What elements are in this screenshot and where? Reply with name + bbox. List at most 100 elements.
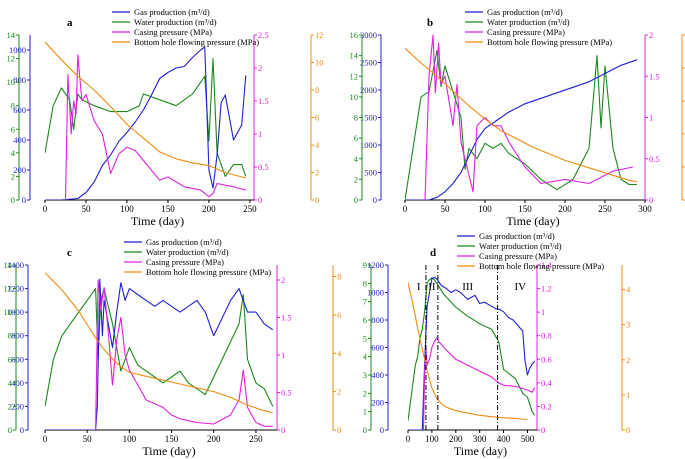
series-line-gas — [408, 276, 536, 430]
tick-label-gas: 1000 — [367, 288, 384, 298]
tick-label-gas: 2000 — [360, 85, 377, 95]
series-line-gas — [45, 46, 247, 200]
tick-label-casing: 0.5 — [258, 162, 269, 172]
tick-label-water: 0 — [363, 425, 367, 435]
series-line-casing — [64, 54, 246, 200]
tick-label-x: 100 — [478, 204, 492, 214]
tick-label-bhfp: 12 — [315, 30, 324, 40]
tick-label-casing: 1 — [258, 129, 262, 139]
x-axis-label: Time (day) — [506, 214, 559, 228]
tick-label-water: 0 — [11, 195, 15, 205]
legend-label-bhfp: Bottom hole flowing pressure (MPa) — [487, 37, 612, 47]
tick-label-casing: 2 — [258, 63, 262, 73]
tick-label-bhfp: 2 — [337, 387, 341, 397]
legend-label-casing: Casing pressure (MPa) — [487, 27, 565, 37]
tick-label-x: 250 — [598, 204, 612, 214]
tick-label-gas: 1000 — [360, 140, 377, 150]
tick-label-gas: 200 — [371, 398, 384, 408]
tick-label-bhfp: 10 — [315, 58, 324, 68]
tick-label-water: 10 — [350, 92, 359, 102]
tick-label-casing: 1.5 — [649, 71, 660, 81]
tick-label-casing: 0 — [258, 195, 262, 205]
tick-label-water: 12 — [7, 54, 16, 64]
tick-label-x: 200 — [202, 204, 216, 214]
tick-label-casing: 0 — [541, 425, 545, 435]
series-line-casing — [95, 279, 273, 430]
tick-label-water: 2 — [363, 388, 367, 398]
tick-label-casing: 0.6 — [541, 354, 552, 364]
tick-label-x: 100 — [120, 204, 134, 214]
tick-label-bhfp: 4 — [337, 348, 342, 358]
tick-label-casing: 0.5 — [649, 154, 660, 164]
tick-label-x: 250 — [243, 204, 257, 214]
tick-label-water: 4 — [11, 148, 16, 158]
tick-label-water: 8 — [11, 101, 15, 111]
tick-label-x: 400 — [497, 434, 511, 444]
tick-label-gas: 800 — [11, 331, 24, 341]
tick-label-water: 10 — [4, 307, 13, 317]
tick-label-x: 0 — [43, 204, 48, 214]
tick-label-bhfp: 6 — [315, 113, 319, 123]
tick-label-gas: 3000 — [360, 30, 377, 40]
tick-label-water: 12 — [4, 284, 13, 294]
tick-label-gas: 1500 — [360, 113, 377, 123]
panel-label: d — [430, 247, 436, 259]
tick-label-x: 300 — [473, 434, 487, 444]
tick-label-casing: 0 — [649, 195, 653, 205]
tick-label-water: 4 — [8, 378, 13, 388]
tick-label-water: 6 — [363, 315, 367, 325]
tick-label-water: 10 — [7, 77, 16, 87]
tick-label-gas: 1200 — [367, 260, 384, 270]
tick-label-water: 0 — [354, 195, 358, 205]
tick-label-water: 6 — [8, 354, 12, 364]
tick-label-gas: 200 — [13, 165, 26, 175]
tick-label-bhfp: 6 — [337, 310, 341, 320]
panel-label: a — [67, 17, 73, 29]
tick-label-gas: 400 — [13, 135, 26, 145]
tick-label-water: 2 — [8, 401, 12, 411]
legend-label-water: Water production (m³/d) — [146, 247, 229, 257]
phase-label: II — [428, 281, 436, 293]
tick-label-gas: 400 — [11, 378, 24, 388]
tick-label-casing: 0.4 — [541, 378, 552, 388]
tick-label-gas: 600 — [11, 354, 24, 364]
tick-label-x: 100 — [123, 434, 137, 444]
legend-label-water: Water production (m³/d) — [479, 241, 562, 251]
tick-label-casing: 1 — [649, 113, 653, 123]
tick-label-x: 150 — [518, 204, 532, 214]
tick-label-water: 4 — [363, 352, 368, 362]
tick-label-casing: 1.4 — [541, 260, 552, 270]
panel-label: b — [427, 17, 433, 29]
legend-label-casing: Casing pressure (MPa) — [134, 27, 212, 37]
tick-label-casing: 1 — [541, 307, 545, 317]
tick-label-water: 3 — [363, 370, 367, 380]
legend-label-water: Water production (m³/d) — [487, 17, 570, 27]
tick-label-bhfp: 8 — [315, 85, 319, 95]
tick-label-casing: 0.8 — [541, 331, 552, 341]
series-line-water — [45, 58, 247, 177]
legend-label-gas: Gas production (m³/d) — [134, 7, 210, 17]
tick-label-bhfp: 1 — [626, 390, 630, 400]
tick-label-gas: 500 — [364, 168, 377, 178]
tick-label-bhfp: 0 — [626, 425, 630, 435]
tick-label-casing: 1.2 — [541, 284, 552, 294]
tick-label-x: 100 — [425, 434, 439, 444]
series-line-water — [408, 277, 536, 421]
series-line-bhfp — [45, 272, 273, 414]
tick-label-gas: 0 — [20, 425, 24, 435]
tick-label-gas: 800 — [13, 75, 26, 85]
tick-label-water: 14 — [7, 30, 16, 40]
tick-label-bhfp: 8 — [337, 272, 341, 282]
tick-label-water: 6 — [354, 133, 358, 143]
tick-label-casing: 2 — [281, 275, 285, 285]
chart-panel-a: 020040060080010000246810121400.511.522.5… — [7, 7, 324, 228]
tick-label-gas: 2500 — [360, 58, 377, 68]
series-line-bhfp — [405, 47, 638, 183]
series-line-water — [405, 49, 637, 200]
tick-label-bhfp: 0 — [315, 195, 319, 205]
tick-label-water: 8 — [8, 331, 12, 341]
tick-label-gas: 600 — [13, 105, 26, 115]
tick-label-water: 6 — [11, 124, 15, 134]
tick-label-gas: 0 — [380, 425, 384, 435]
